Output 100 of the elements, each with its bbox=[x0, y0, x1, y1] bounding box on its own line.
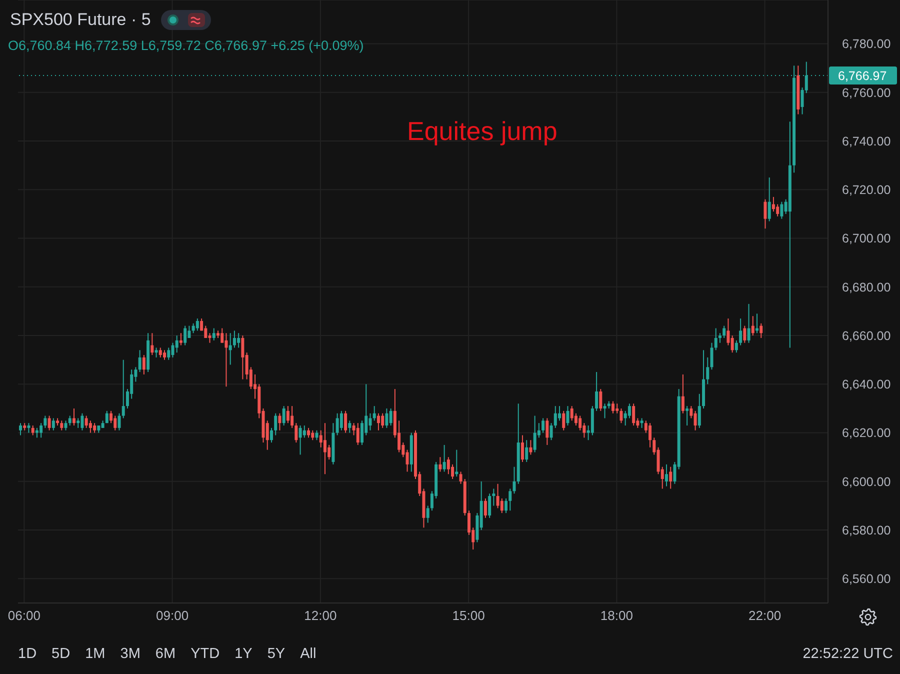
candlestick bbox=[72, 408, 76, 426]
candlestick bbox=[500, 498, 504, 514]
candlestick bbox=[64, 420, 68, 431]
candlestick bbox=[710, 342, 714, 370]
y-tick-label: 6,640.00 bbox=[842, 378, 891, 392]
y-tick-label: 6,780.00 bbox=[842, 37, 891, 52]
candlestick bbox=[669, 466, 672, 490]
candlestick bbox=[298, 425, 302, 456]
candlestick bbox=[566, 406, 570, 426]
candlestick bbox=[175, 335, 178, 354]
candlestick bbox=[554, 406, 557, 428]
candlestick bbox=[512, 466, 516, 494]
candlestick bbox=[574, 412, 578, 426]
candlestick bbox=[484, 498, 487, 518]
candlestick bbox=[620, 408, 623, 424]
candlestick bbox=[406, 449, 409, 472]
candlestick bbox=[84, 415, 88, 428]
candlestick bbox=[542, 418, 545, 434]
ref-line-label: 6,766.97 bbox=[838, 68, 887, 83]
candlestick bbox=[118, 412, 121, 431]
candlestick bbox=[212, 328, 216, 341]
candlestick bbox=[768, 176, 771, 222]
candlestick bbox=[747, 303, 750, 344]
candlestick bbox=[138, 350, 142, 373]
candlestick bbox=[114, 415, 117, 431]
candlestick bbox=[562, 410, 566, 431]
candlestick bbox=[360, 420, 364, 446]
candlestick bbox=[698, 393, 701, 428]
candlestick bbox=[488, 493, 492, 518]
candlestick bbox=[286, 406, 290, 424]
y-tick-label: 6,600.00 bbox=[842, 474, 891, 489]
x-tick-label: 15:00 bbox=[452, 608, 485, 624]
candlestick bbox=[31, 425, 34, 436]
candlestick bbox=[533, 415, 536, 453]
candlestick bbox=[93, 422, 96, 434]
text: 5D bbox=[52, 646, 70, 662]
y-tick-label: 6,660.00 bbox=[842, 328, 891, 343]
candlestick bbox=[578, 415, 582, 431]
candlestick bbox=[158, 347, 162, 358]
y-tick-label: 6,720.00 bbox=[842, 183, 891, 198]
candlestick bbox=[150, 332, 154, 356]
candlestick bbox=[492, 488, 496, 506]
candlestick bbox=[376, 412, 380, 431]
candlestick bbox=[60, 420, 64, 431]
y-tick-label: 6,580.00 bbox=[842, 523, 891, 538]
candlestick bbox=[196, 318, 199, 332]
text: 1M bbox=[85, 646, 106, 662]
candlestick bbox=[290, 406, 294, 428]
candlestick bbox=[780, 201, 784, 220]
candlestick bbox=[525, 440, 528, 462]
candlestick bbox=[311, 430, 314, 441]
candlestick bbox=[348, 420, 352, 434]
candlestick bbox=[27, 422, 30, 434]
candlestick bbox=[19, 422, 22, 436]
x-tick-label: 09:00 bbox=[156, 608, 189, 624]
candlestick bbox=[80, 412, 84, 431]
candlestick bbox=[664, 464, 668, 487]
candlestick bbox=[274, 412, 278, 436]
candlestick bbox=[122, 359, 125, 419]
candlestick bbox=[722, 325, 726, 338]
candlestick bbox=[179, 332, 182, 346]
candlestick bbox=[694, 410, 697, 431]
annotation: Equites jump bbox=[407, 116, 558, 147]
candlestick bbox=[68, 415, 72, 426]
candlestick bbox=[520, 434, 524, 462]
candlestick bbox=[751, 316, 754, 336]
candlestick bbox=[48, 415, 51, 431]
y-tick-label: 6,620.00 bbox=[842, 426, 891, 440]
text: 1Y bbox=[234, 646, 252, 662]
candlestick bbox=[142, 354, 146, 375]
candlestick bbox=[52, 418, 55, 431]
candlestick bbox=[163, 350, 166, 360]
y-tick-label: 6,700.00 bbox=[842, 232, 891, 246]
candlestick bbox=[681, 374, 684, 414]
candlestick bbox=[550, 422, 553, 441]
candlestick bbox=[612, 400, 614, 414]
candlestick bbox=[706, 356, 710, 385]
text: 5Y bbox=[267, 646, 286, 662]
text: All bbox=[300, 646, 316, 662]
candlestick bbox=[426, 505, 430, 524]
candlestick bbox=[504, 498, 508, 514]
candlestick bbox=[44, 415, 47, 428]
candlestick bbox=[764, 198, 767, 230]
candlestick bbox=[307, 427, 310, 438]
x-tick-label: 06:00 bbox=[8, 608, 40, 624]
y-tick-label: 6,760.00 bbox=[842, 86, 891, 100]
candlestick bbox=[455, 449, 458, 478]
candlestick bbox=[529, 440, 532, 456]
x-tick-label: 12:00 bbox=[304, 608, 337, 624]
text: YTD bbox=[190, 646, 220, 662]
candlestick bbox=[739, 318, 742, 346]
candlestick bbox=[76, 418, 80, 428]
candlestick bbox=[368, 412, 372, 431]
candlestick bbox=[192, 322, 195, 334]
candlestick bbox=[442, 444, 446, 472]
candlestick bbox=[323, 422, 326, 475]
candlestick bbox=[451, 464, 454, 480]
candlestick bbox=[776, 204, 780, 217]
candlestick bbox=[270, 427, 273, 444]
text: 22:52:22 UTC bbox=[802, 646, 893, 662]
